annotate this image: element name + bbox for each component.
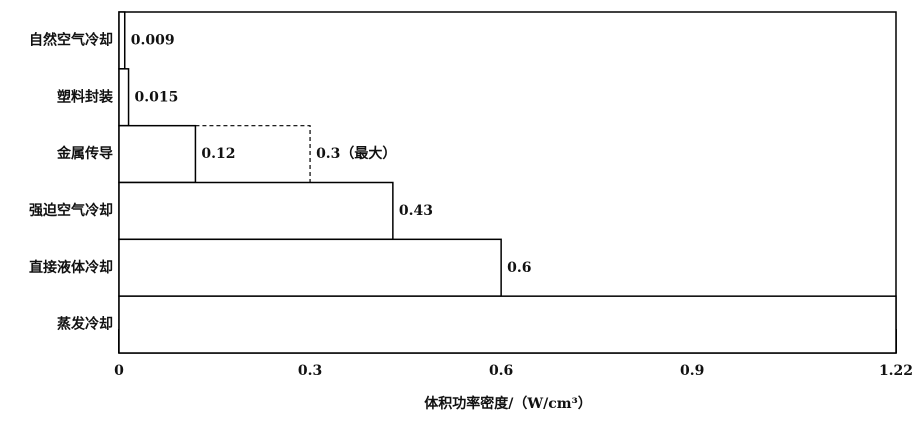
bar bbox=[118, 181, 394, 241]
x-axis-label: 体积功率密度/（W/cm³） bbox=[424, 395, 591, 412]
bar bbox=[118, 124, 197, 184]
value-label: 0.43 bbox=[399, 203, 433, 219]
value-label: 0.6 bbox=[507, 260, 531, 276]
x-tick-label: 0.3 bbox=[298, 363, 322, 379]
y-tick-label: 强迫空气冷却 bbox=[29, 202, 113, 219]
value-label: 0.12 bbox=[201, 146, 235, 162]
bar bbox=[118, 238, 502, 297]
x-tick-label: 0.9 bbox=[680, 363, 704, 379]
y-tick-label: 蒸发冷却 bbox=[57, 316, 113, 333]
x-tick-label: 1.22 bbox=[879, 363, 912, 379]
x-tick-label: 0 bbox=[114, 363, 124, 379]
y-tick-label: 塑料封装 bbox=[57, 88, 114, 105]
max-extension bbox=[195, 125, 311, 183]
bar bbox=[118, 68, 130, 127]
y-tick-label: 金属传导 bbox=[56, 145, 113, 162]
bar bbox=[118, 295, 897, 354]
bar bbox=[118, 11, 126, 70]
y-tick-label: 自然空气冷却 bbox=[29, 31, 113, 48]
x-tick-label: 0.6 bbox=[489, 363, 513, 379]
value-label: 0.009 bbox=[131, 32, 175, 48]
y-tick-label: 直接液体冷却 bbox=[29, 259, 113, 276]
value-label: 0.015 bbox=[135, 89, 179, 105]
annotation: 0.3（最大） bbox=[316, 145, 396, 162]
